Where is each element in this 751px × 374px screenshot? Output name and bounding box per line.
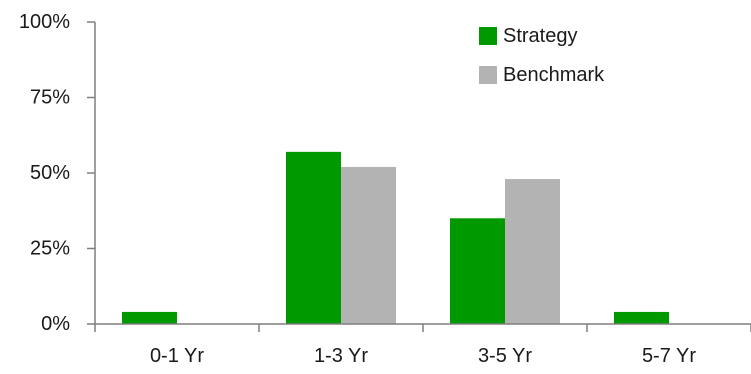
legend-label-benchmark: Benchmark: [503, 64, 605, 86]
x-axis-labels: 0-1 Yr 1-3 Yr 3-5 Yr 5-7 Yr: [94, 324, 751, 367]
x-tick-label: 0-1 Yr: [150, 345, 204, 367]
y-tick-label: 0%: [41, 313, 70, 335]
y-tick-label: 100%: [19, 11, 70, 33]
legend-swatch-benchmark: [479, 66, 497, 84]
bar-strategy-3-5-yr: [450, 218, 505, 324]
bar-strategy-5-7-yr: [614, 311, 669, 324]
bar-strategy-0-1-yr: [122, 311, 177, 324]
legend: Strategy Benchmark: [479, 25, 605, 86]
legend-label-strategy: Strategy: [503, 25, 577, 47]
y-tick-label: 25%: [30, 238, 70, 260]
bar-benchmark-3-5-yr: [505, 179, 560, 324]
y-axis-ticks: 0% 25% 50% 75% 100%: [19, 11, 95, 335]
bar-strategy-1-3-yr: [286, 151, 341, 324]
x-tick-label: 5-7 Yr: [642, 345, 696, 367]
bars: [122, 151, 669, 324]
x-tick-label: 1-3 Yr: [314, 345, 368, 367]
y-tick-label: 50%: [30, 162, 70, 184]
bar-benchmark-1-3-yr: [341, 166, 396, 324]
y-tick-label: 75%: [30, 87, 70, 109]
axes: [94, 22, 751, 325]
x-tick-label: 3-5 Yr: [478, 345, 532, 367]
legend-swatch-strategy: [479, 27, 497, 45]
